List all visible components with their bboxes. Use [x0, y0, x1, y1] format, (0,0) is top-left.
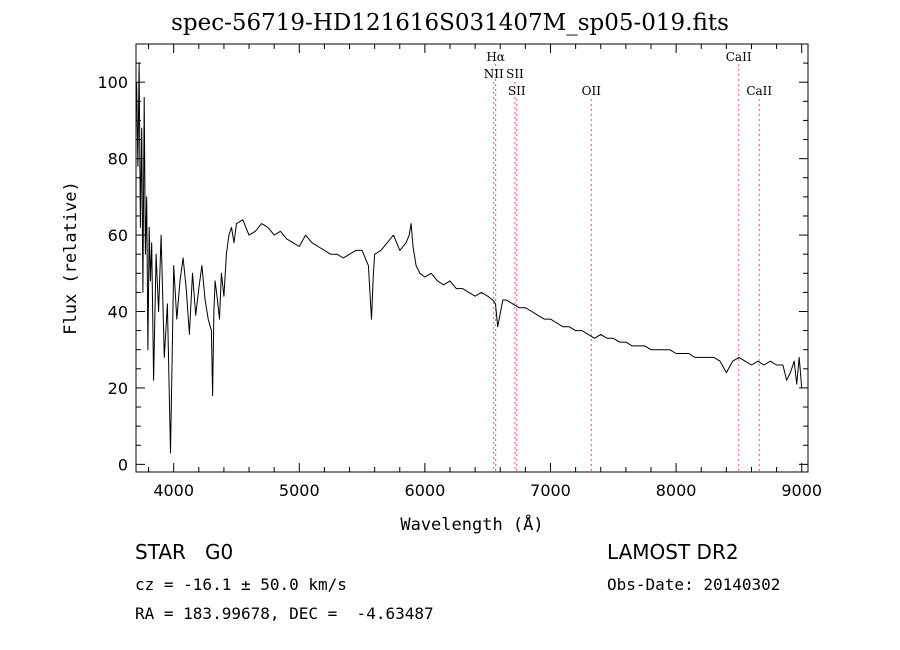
x-tick-label: 9000 [781, 481, 822, 500]
line-label-sii: SII [506, 67, 524, 81]
chart-title: spec-56719-HD121616S031407M_sp05-019.fit… [171, 10, 729, 36]
x-tick-label: 7000 [530, 481, 571, 500]
line-label-oii: OII [582, 84, 602, 98]
x-axis-label: Wavelength (Å) [400, 513, 543, 535]
y-tick-label: 0 [118, 455, 128, 474]
y-tick-label: 80 [108, 150, 128, 169]
y-tick-label: 100 [97, 73, 128, 92]
redshift-readout: cz = -16.1 ± 50.0 km/s [135, 575, 347, 594]
y-tick-label: 40 [108, 303, 128, 322]
y-axis-label: Flux (relative) [61, 181, 81, 335]
spectrum-line [136, 62, 803, 454]
y-tick-label: 20 [108, 379, 128, 398]
obs-date: Obs-Date: 20140302 [607, 575, 781, 594]
line-label-caii: CaII [726, 50, 752, 64]
line-label-caii: CaII [746, 84, 772, 98]
plot-frame [135, 43, 809, 473]
x-tick-label: 4000 [153, 481, 194, 500]
survey-label: LAMOST DR2 [607, 540, 739, 564]
line-label-nii: NII [484, 67, 504, 81]
y-tick-label: 60 [108, 226, 128, 245]
object-class: STAR G0 [135, 540, 234, 564]
x-tick-label: 8000 [656, 481, 697, 500]
x-tick-label: 6000 [405, 481, 446, 500]
line-label-sii: SII [508, 84, 526, 98]
x-tick-label: 5000 [279, 481, 320, 500]
line-label-hα: Hα [486, 50, 505, 64]
ra-dec-readout: RA = 183.99678, DEC = -4.63487 [135, 604, 434, 623]
